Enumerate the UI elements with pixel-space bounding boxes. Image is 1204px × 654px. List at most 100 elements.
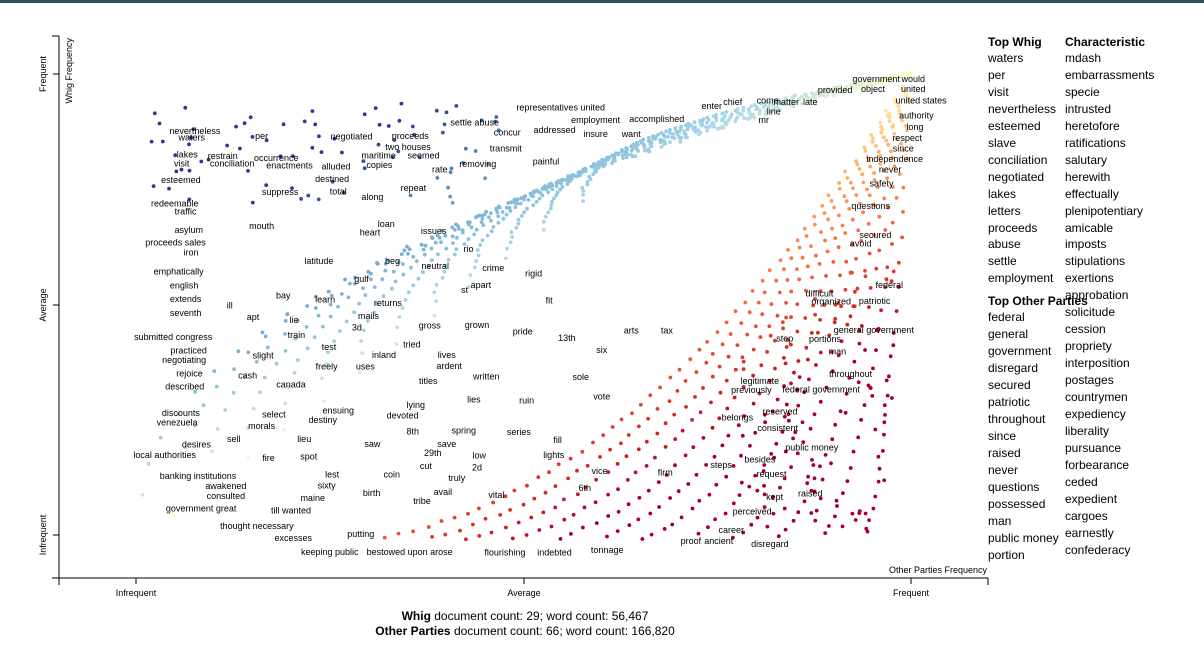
term-label[interactable]: safety [869, 178, 894, 188]
top-other-term[interactable]: questions [988, 479, 1040, 494]
top-whig-term[interactable]: conciliation [988, 152, 1048, 167]
term-label[interactable]: 2d [472, 463, 482, 473]
characteristic-term[interactable]: amicable [1065, 220, 1114, 235]
top-whig-term[interactable]: visit [988, 84, 1009, 99]
characteristic-term[interactable]: earnestly [1065, 525, 1114, 540]
term-label[interactable]: lest [325, 470, 340, 480]
top-whig-term[interactable]: negotiated [988, 169, 1045, 184]
term-label[interactable]: redeemable [151, 199, 199, 209]
term-label[interactable]: united states [896, 95, 948, 105]
term-label[interactable]: federal [876, 280, 904, 290]
term-label[interactable]: fire [262, 453, 275, 463]
term-label[interactable]: latitude [304, 256, 333, 266]
term-label[interactable]: described [165, 382, 204, 392]
characteristic-term[interactable]: liberality [1065, 423, 1110, 438]
term-label[interactable]: grown [465, 320, 490, 330]
characteristic-term[interactable]: pursuance [1065, 440, 1122, 455]
term-label[interactable]: tonnage [591, 545, 624, 555]
top-whig-term[interactable]: proceeds [988, 220, 1038, 235]
term-label[interactable]: removing [459, 159, 496, 169]
term-label[interactable]: enter [702, 101, 723, 111]
term-label[interactable]: settle abuse [450, 117, 499, 127]
term-label[interactable]: consulted [207, 491, 246, 501]
term-label[interactable]: belongs [722, 412, 754, 422]
top-whig-term[interactable]: slave [988, 135, 1017, 150]
characteristic-term[interactable]: propriety [1065, 339, 1112, 354]
term-label[interactable]: independence [866, 154, 923, 164]
term-label[interactable]: devoted [387, 411, 419, 421]
top-whig-term[interactable]: letters [988, 203, 1021, 218]
characteristic-term[interactable]: solicitude [1065, 305, 1116, 320]
term-label[interactable]: traffic [175, 206, 197, 216]
term-label[interactable]: rate [432, 164, 448, 174]
term-label[interactable]: gulf [354, 274, 369, 284]
term-label[interactable]: truly [448, 473, 466, 483]
term-label[interactable]: coin [384, 470, 401, 480]
term-label[interactable]: sixty [318, 481, 337, 491]
term-label[interactable]: arts [624, 325, 640, 335]
term-label[interactable]: long [906, 122, 923, 132]
term-label[interactable]: previously [731, 385, 772, 395]
term-label[interactable]: seemed [407, 151, 439, 161]
term-label[interactable]: throughout [829, 369, 873, 379]
term-label[interactable]: total [330, 187, 347, 197]
term-label[interactable]: canada [276, 379, 306, 389]
term-label[interactable]: organized [811, 297, 851, 307]
term-label[interactable]: mr [759, 115, 770, 125]
term-label[interactable]: extends [170, 294, 202, 304]
term-label[interactable]: rio [463, 244, 473, 254]
term-label[interactable]: fill [553, 435, 562, 445]
term-label[interactable]: pride [513, 327, 533, 337]
term-label[interactable]: ill [227, 300, 233, 310]
top-other-term[interactable]: disregard [988, 361, 1039, 376]
term-label[interactable]: awakened [205, 481, 246, 491]
term-label[interactable]: maritime [361, 151, 396, 161]
term-label[interactable]: beg [385, 256, 400, 266]
term-label[interactable]: proceeds [392, 131, 430, 141]
term-label[interactable]: object [861, 84, 886, 94]
term-label[interactable]: avail [434, 487, 453, 497]
term-label[interactable]: come [757, 96, 779, 106]
term-label[interactable]: lieu [297, 434, 311, 444]
term-label[interactable]: secured [859, 230, 891, 240]
top-other-term[interactable]: portion [988, 547, 1025, 562]
term-label[interactable]: legitimate [741, 376, 780, 386]
term-label[interactable]: written [472, 371, 500, 381]
term-label[interactable]: train [288, 330, 306, 340]
term-label[interactable]: titles [419, 376, 438, 386]
characteristic-term[interactable]: countrymen [1065, 390, 1128, 405]
term-label[interactable]: late [803, 97, 818, 107]
characteristic-term[interactable]: stipulations [1065, 254, 1126, 269]
term-label[interactable]: inland [372, 350, 396, 360]
characteristic-term[interactable]: effectually [1065, 186, 1119, 201]
term-label[interactable]: disregard [751, 539, 789, 549]
term-label[interactable]: line [767, 106, 781, 116]
term-label[interactable]: submitted congress [134, 332, 213, 342]
term-label[interactable]: public money [785, 442, 839, 452]
term-label[interactable]: lives [438, 350, 457, 360]
top-other-term[interactable]: man [988, 513, 1012, 528]
top-other-term[interactable]: general government [988, 327, 1052, 359]
term-label[interactable]: six [596, 345, 607, 355]
term-label[interactable]: negotiated [330, 132, 372, 142]
term-label[interactable]: cash [238, 371, 257, 381]
term-label[interactable]: birth [363, 488, 381, 498]
term-label[interactable]: alluded [321, 162, 350, 172]
term-label[interactable]: steps [710, 460, 732, 470]
term-label[interactable]: 8th [406, 426, 419, 436]
term-label[interactable]: copies [366, 160, 393, 170]
term-label[interactable]: 3d [352, 323, 362, 333]
term-label[interactable]: flourishing [484, 548, 525, 558]
term-label[interactable]: neutral [421, 261, 449, 271]
term-label[interactable]: concur [494, 128, 521, 138]
term-label[interactable]: career [718, 525, 744, 535]
term-label[interactable]: morals [248, 421, 276, 431]
top-whig-term[interactable]: nevertheless [988, 101, 1057, 116]
term-label[interactable]: enactments [266, 161, 313, 171]
term-label[interactable]: painful [533, 157, 560, 167]
term-label[interactable]: waters [178, 133, 206, 143]
term-label[interactable]: asylum [174, 225, 203, 235]
term-label[interactable]: freely [316, 362, 339, 372]
characteristic-term[interactable]: heretofore [1065, 118, 1120, 133]
top-whig-term[interactable]: abuse [988, 237, 1021, 252]
